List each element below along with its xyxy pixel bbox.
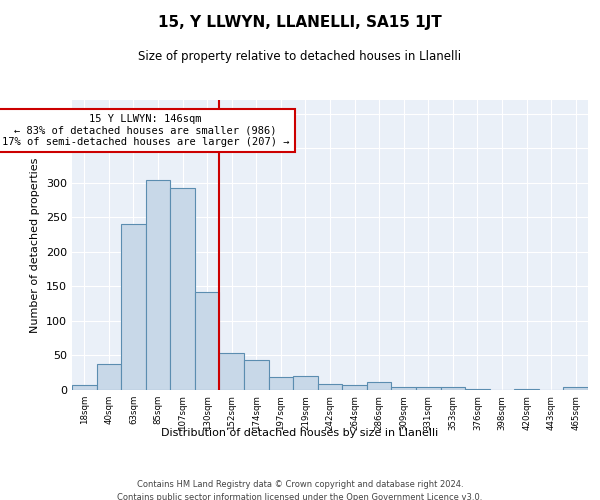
Bar bbox=[416, 387, 440, 390]
Bar bbox=[293, 376, 318, 390]
Bar bbox=[514, 388, 539, 390]
Bar bbox=[220, 352, 244, 390]
Bar bbox=[342, 385, 367, 390]
Text: Size of property relative to detached houses in Llanelli: Size of property relative to detached ho… bbox=[139, 50, 461, 63]
Y-axis label: Number of detached properties: Number of detached properties bbox=[31, 158, 40, 332]
Bar bbox=[146, 180, 170, 390]
Bar bbox=[244, 360, 269, 390]
Bar bbox=[440, 387, 465, 390]
Bar bbox=[269, 377, 293, 390]
Bar bbox=[97, 364, 121, 390]
Bar bbox=[367, 382, 391, 390]
Text: 15, Y LLWYN, LLANELLI, SA15 1JT: 15, Y LLWYN, LLANELLI, SA15 1JT bbox=[158, 15, 442, 30]
Text: Contains public sector information licensed under the Open Government Licence v3: Contains public sector information licen… bbox=[118, 492, 482, 500]
Bar bbox=[195, 292, 220, 390]
Bar bbox=[170, 188, 195, 390]
Text: 15 Y LLWYN: 146sqm
← 83% of detached houses are smaller (986)
17% of semi-detach: 15 Y LLWYN: 146sqm ← 83% of detached hou… bbox=[2, 114, 289, 147]
Bar bbox=[563, 387, 588, 390]
Bar bbox=[318, 384, 342, 390]
Bar bbox=[72, 385, 97, 390]
Bar bbox=[391, 386, 416, 390]
Text: Contains HM Land Registry data © Crown copyright and database right 2024.: Contains HM Land Registry data © Crown c… bbox=[137, 480, 463, 489]
Bar bbox=[121, 224, 146, 390]
Text: Distribution of detached houses by size in Llanelli: Distribution of detached houses by size … bbox=[161, 428, 439, 438]
